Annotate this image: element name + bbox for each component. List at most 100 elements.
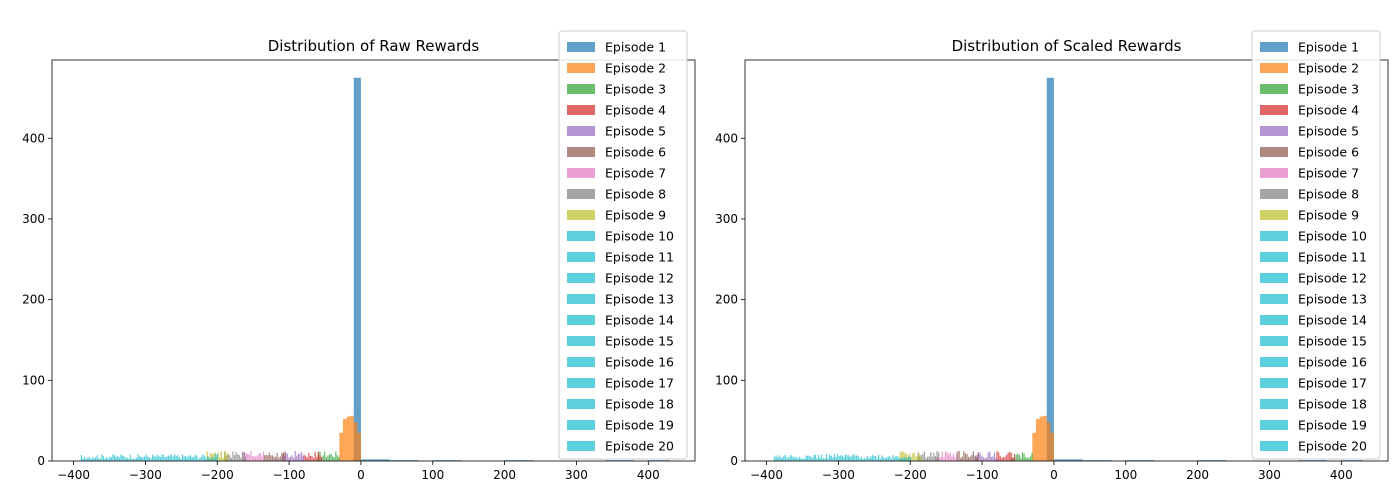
histogram-bar [941, 451, 943, 461]
histogram-bar [204, 455, 206, 461]
legend-entry: Episode 6 [1298, 145, 1359, 160]
histogram-bar [112, 454, 114, 461]
histogram-bar [948, 454, 950, 461]
histogram-bar [278, 457, 280, 461]
histogram-bar [222, 457, 224, 461]
histogram-bar [309, 455, 312, 461]
histogram-bar [937, 452, 940, 461]
legend-entry: Episode 16 [605, 355, 674, 370]
histogram-bar [210, 458, 212, 461]
histogram-bar [862, 458, 864, 461]
legend-swatch [567, 210, 595, 220]
histogram-bar [255, 456, 257, 461]
legend-entry: Episode 8 [1298, 187, 1359, 202]
histogram-bar [952, 453, 955, 461]
legend-swatch [1260, 168, 1288, 178]
y-tick-label: 300 [715, 212, 738, 226]
histogram-bar [83, 456, 86, 461]
histogram-bar [1082, 460, 1112, 461]
histogram-bar [235, 452, 237, 461]
legend-entry: Episode 13 [1298, 292, 1367, 307]
histogram-bar [123, 456, 125, 461]
histogram-bar [926, 456, 929, 461]
histogram-bar [178, 457, 180, 461]
histogram-bar [1004, 456, 1006, 461]
histogram-bar [311, 455, 313, 461]
histogram-bar [1341, 460, 1363, 461]
histogram-bar [905, 454, 908, 461]
histogram-bar [906, 458, 908, 461]
histogram-bar [297, 453, 299, 461]
histogram-bar [90, 458, 92, 461]
legend-entry: Episode 5 [1298, 124, 1359, 139]
histogram-bar [296, 455, 298, 461]
histogram-bar [961, 456, 963, 461]
histogram-bar [156, 454, 158, 461]
legend-swatch [567, 399, 595, 409]
histogram-bar [305, 456, 307, 461]
histogram-bar [1010, 452, 1012, 461]
legend-swatch [567, 441, 595, 451]
histogram-bar [824, 458, 826, 461]
histogram-bar [299, 453, 301, 461]
histogram-bar [934, 456, 937, 461]
histogram-bar [805, 455, 807, 461]
histogram-bars [80, 77, 670, 462]
histogram-bar [319, 455, 321, 461]
histogram-bar [848, 455, 850, 461]
histogram-bar [838, 456, 840, 461]
histogram-bar [98, 458, 100, 461]
histogram-bar [968, 456, 970, 461]
histogram-bar [211, 453, 213, 461]
histogram-bar [102, 456, 105, 461]
histogram-bar [80, 454, 83, 461]
histogram-bar [322, 455, 324, 461]
histogram-bar [910, 456, 912, 461]
histogram-bar [188, 455, 190, 461]
legend-swatch [1260, 210, 1288, 220]
histogram-bar [147, 456, 149, 461]
histogram-bar [186, 457, 188, 461]
histogram-bar [227, 452, 229, 461]
histogram-bar [898, 458, 900, 461]
histogram-bar [1043, 415, 1047, 461]
histogram-bar [1035, 419, 1040, 461]
histogram-bar [1197, 460, 1227, 461]
histogram-bar [324, 451, 326, 461]
histogram-bar [993, 452, 996, 461]
x-tick-label: 0 [1050, 468, 1058, 482]
legend: Episode 1 Episode 2 Episode 3 Episode 4 Epis… [558, 30, 688, 460]
histogram-bar [320, 456, 323, 461]
histogram-bar [85, 459, 87, 461]
histogram-bar [202, 454, 204, 461]
histogram-bar [958, 450, 960, 461]
histogram-bar [292, 457, 295, 461]
histogram-bar [780, 457, 782, 461]
legend-swatch [567, 420, 595, 430]
histogram-bar [247, 453, 249, 461]
histogram-bar [211, 456, 214, 461]
histogram-bar [167, 455, 169, 461]
histogram-bar [333, 457, 335, 461]
histogram-bar [191, 456, 193, 461]
histogram-bar [94, 457, 97, 461]
histogram-bar [214, 452, 216, 461]
histogram-bar [131, 458, 133, 461]
y-tick-label: 0 [730, 454, 738, 468]
histogram-bar [1023, 453, 1025, 461]
legend-entry: Episode 18 [1298, 397, 1367, 412]
histogram-bar [128, 458, 130, 461]
legend-entry: Episode 10 [1298, 229, 1367, 244]
legend-entry: Episode 15 [605, 334, 674, 349]
histogram-bar [164, 457, 166, 461]
histogram-bar [275, 456, 277, 461]
histogram-bar [940, 456, 942, 461]
legend-entry: Episode 2 [605, 61, 666, 76]
histogram-bar [1001, 458, 1003, 461]
axes-frame [51, 59, 696, 462]
histogram-bar [843, 457, 845, 461]
chart-panel-raw-rewards: Distribution of Raw Rewards −400 −300 −200 −… [22, 30, 696, 482]
histogram-bar [192, 457, 195, 461]
histogram-bar [900, 458, 902, 461]
histogram-bar [1032, 432, 1036, 461]
